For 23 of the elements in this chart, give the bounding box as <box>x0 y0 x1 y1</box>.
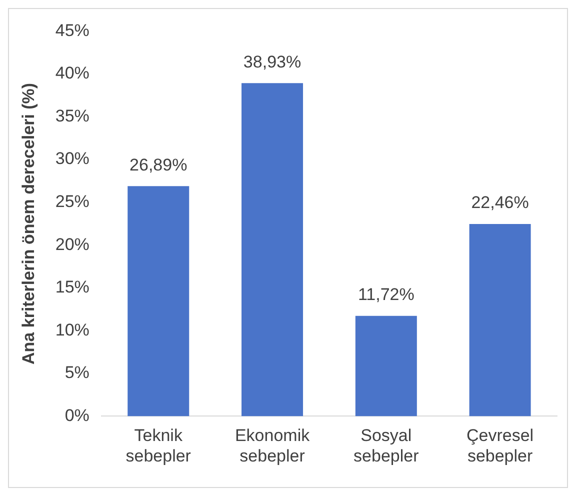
y-tick-label: 10% <box>55 320 90 340</box>
data-label: 11,72% <box>358 285 414 304</box>
bar <box>242 83 304 416</box>
y-tick-label: 15% <box>55 278 90 297</box>
y-axis-title: Ana kriterlerin önem dereceleri (%) <box>18 82 38 364</box>
x-tick-label: Sosyal sebepler <box>354 426 420 466</box>
y-tick-label: 40% <box>55 64 90 83</box>
bar <box>355 316 417 416</box>
y-tick-label: 5% <box>64 363 90 382</box>
data-label: 22,46% <box>471 193 529 212</box>
x-tick-label: Teknik sebepler <box>126 426 192 466</box>
y-tick-label: 30% <box>55 149 90 168</box>
y-tick-label: 35% <box>55 106 90 126</box>
y-tick-label: 0% <box>64 406 90 425</box>
y-tick-label: 25% <box>55 192 90 211</box>
bar <box>469 224 531 416</box>
y-tick-label: 45% <box>55 20 90 40</box>
y-tick-label: 20% <box>55 234 90 254</box>
x-tick-label: Ekonomik sebepler <box>234 426 310 466</box>
bar <box>128 186 190 416</box>
data-label: 26,89% <box>130 155 188 174</box>
x-tick-label: Çevresel sebepler <box>466 426 534 466</box>
data-label: 38,93% <box>243 52 302 72</box>
